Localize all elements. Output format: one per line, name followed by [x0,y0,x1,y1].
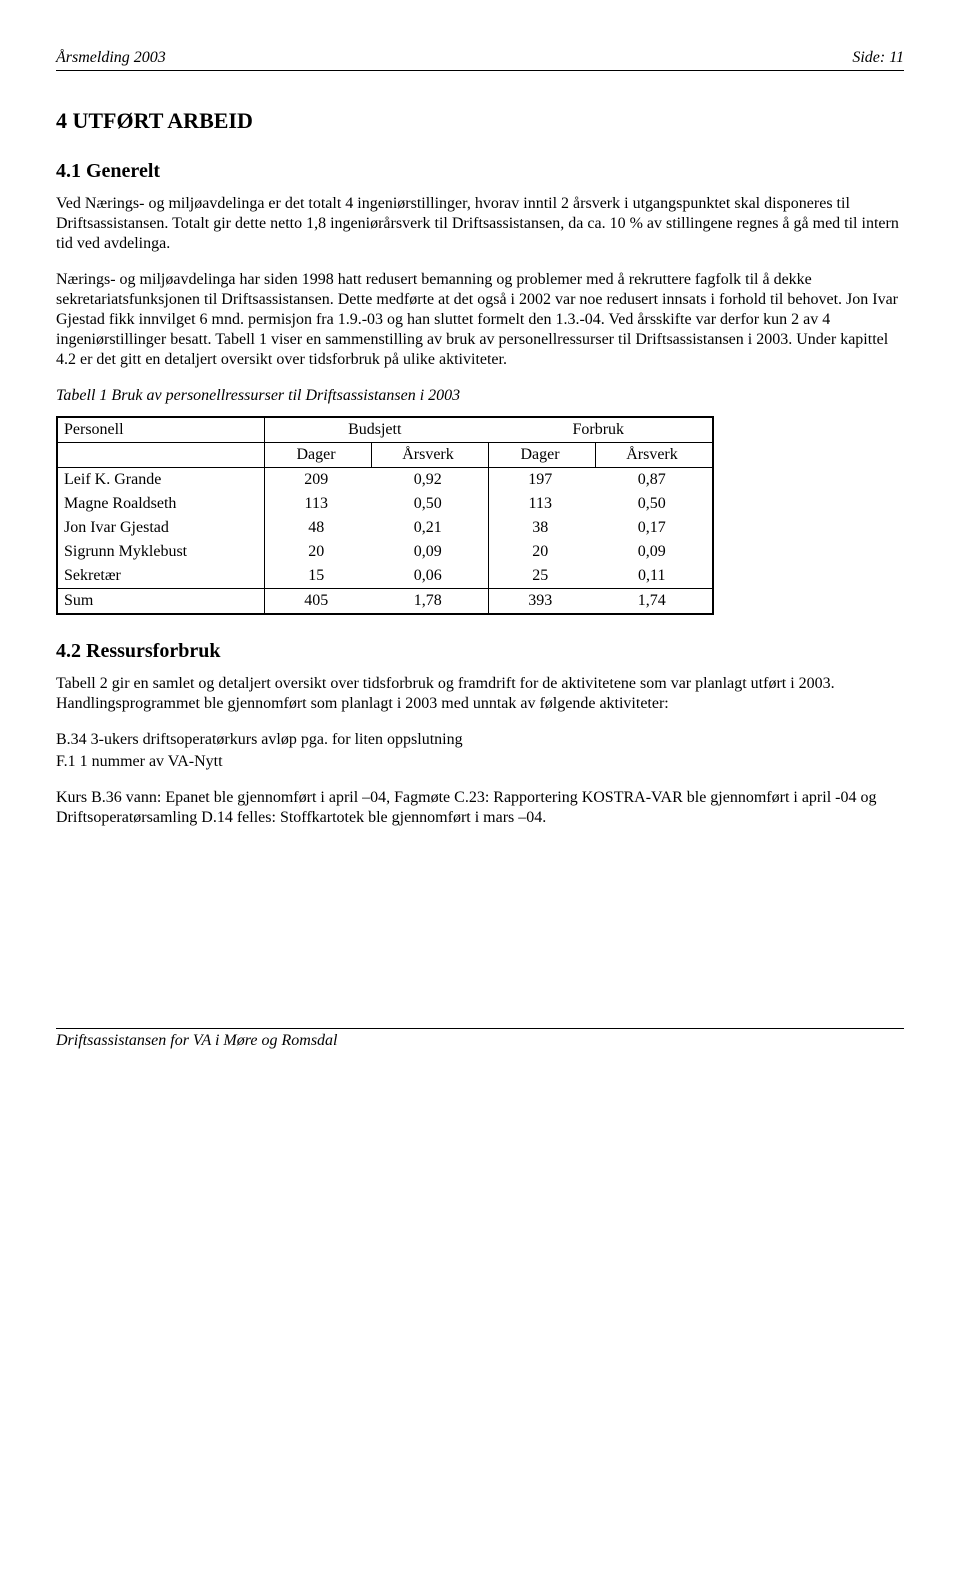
table-header-row-1: Personell Budsjett Forbruk [57,417,713,443]
table-header-row-2: Dager Årsverk Dager Årsverk [57,442,713,467]
personnel-table: Personell Budsjett Forbruk Dager Årsverk… [56,416,714,615]
table-row: Jon Ivar Gjestad 48 0,21 38 0,17 [57,516,713,540]
cell-fd: 20 [489,540,596,564]
cell-fa: 0,87 [596,467,714,492]
para-ressurs-1: Tabell 2 gir en samlet og detaljert over… [56,674,904,714]
cell-bd: 48 [265,516,372,540]
cell-name: Sigrunn Myklebust [57,540,265,564]
section-4-1-title: 4.1 Generelt [56,159,904,184]
cell-fd: 25 [489,564,596,589]
cell-ba: 0,21 [372,516,489,540]
table-sum-row: Sum 405 1,78 393 1,74 [57,588,713,614]
hdr-forbruk: Forbruk [489,417,714,443]
cell-fa: 0,50 [596,492,714,516]
table-row: Leif K. Grande 209 0,92 197 0,87 [57,467,713,492]
cell-ba: 1,78 [372,588,489,614]
cell-bd: 209 [265,467,372,492]
cell-name: Sum [57,588,265,614]
cell-fa: 0,11 [596,564,714,589]
cell-fd: 393 [489,588,596,614]
cell-name: Magne Roaldseth [57,492,265,516]
cell-fd: 38 [489,516,596,540]
bullet-f1: F.1 1 nummer av VA-Nytt [56,752,904,772]
header-right: Side: 11 [852,48,904,68]
cell-ba: 0,09 [372,540,489,564]
hdr-personell: Personell [57,417,265,443]
cell-fa: 1,74 [596,588,714,614]
para-generelt-1: Ved Nærings- og miljøavdelinga er det to… [56,194,904,254]
section-4-2-title: 4.2 Ressursforbruk [56,639,904,664]
cell-name: Jon Ivar Gjestad [57,516,265,540]
table-row: Sigrunn Myklebust 20 0,09 20 0,09 [57,540,713,564]
hdr-arsverk-2: Årsverk [596,442,714,467]
footer-text: Driftsassistansen for VA i Møre og Romsd… [56,1032,338,1049]
header-left: Årsmelding 2003 [56,48,166,68]
cell-fd: 113 [489,492,596,516]
cell-fd: 197 [489,467,596,492]
cell-bd: 405 [265,588,372,614]
table-row: Magne Roaldseth 113 0,50 113 0,50 [57,492,713,516]
cell-ba: 0,50 [372,492,489,516]
cell-bd: 113 [265,492,372,516]
para-generelt-2: Nærings- og miljøavdelinga har siden 199… [56,270,904,370]
table-1-caption: Tabell 1 Bruk av personellressurser til … [56,386,904,406]
hdr-dager-2: Dager [489,442,596,467]
hdr-arsverk-1: Årsverk [372,442,489,467]
page-footer: Driftsassistansen for VA i Møre og Romsd… [56,1028,904,1051]
cell-bd: 20 [265,540,372,564]
cell-fa: 0,17 [596,516,714,540]
cell-fa: 0,09 [596,540,714,564]
page-header: Årsmelding 2003 Side: 11 [56,48,904,71]
section-4-title: 4 UTFØRT ARBEID [56,107,904,135]
cell-ba: 0,06 [372,564,489,589]
cell-name: Sekretær [57,564,265,589]
cell-name: Leif K. Grande [57,467,265,492]
cell-bd: 15 [265,564,372,589]
table-row: Sekretær 15 0,06 25 0,11 [57,564,713,589]
para-ressurs-2: Kurs B.36 vann: Epanet ble gjennomført i… [56,788,904,828]
cell-ba: 0,92 [372,467,489,492]
bullet-b34: B.34 3-ukers driftsoperatørkurs avløp pg… [56,730,904,750]
hdr-budsjett: Budsjett [265,417,489,443]
hdr-dager-1: Dager [265,442,372,467]
